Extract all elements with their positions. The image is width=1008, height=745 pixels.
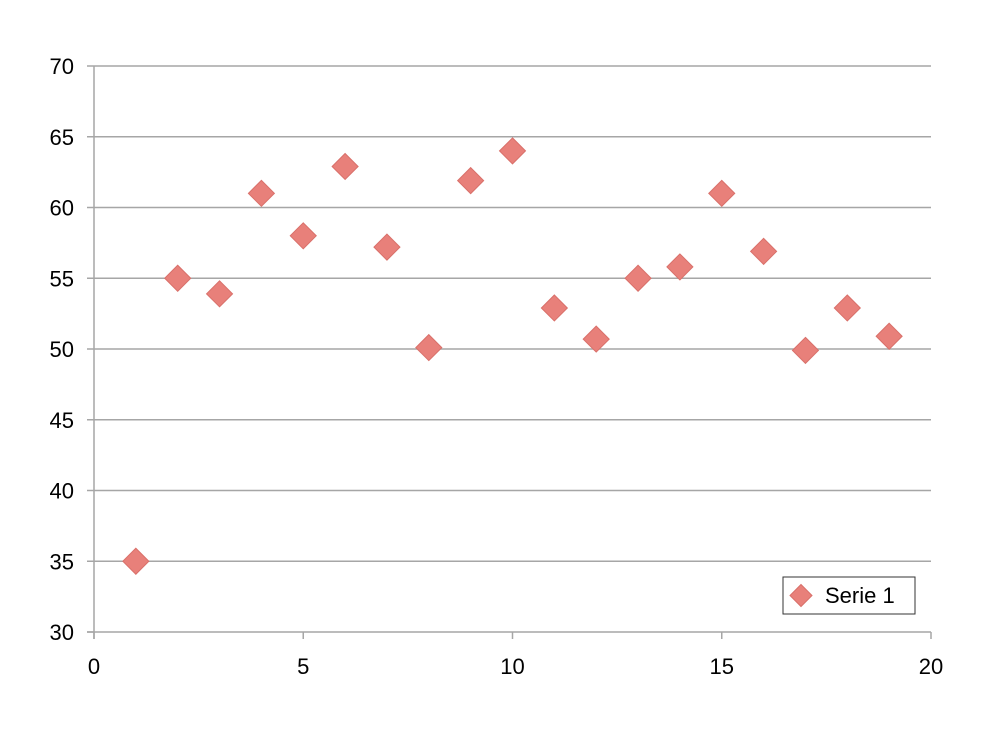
y-tick-label: 65 bbox=[50, 125, 74, 150]
data-point bbox=[456, 166, 485, 195]
y-tick-label: 60 bbox=[50, 196, 74, 221]
data-point bbox=[540, 294, 569, 322]
y-tick-label: 35 bbox=[50, 549, 74, 574]
y-tick-label: 70 bbox=[50, 54, 74, 79]
data-point bbox=[708, 179, 736, 208]
y-tick-label: 40 bbox=[50, 479, 74, 504]
data-point bbox=[247, 179, 276, 208]
data-point bbox=[205, 280, 234, 308]
y-tick-label: 30 bbox=[50, 620, 74, 645]
data-point bbox=[833, 294, 862, 322]
data-point bbox=[875, 322, 903, 350]
legend-label: Serie 1 bbox=[825, 583, 895, 608]
data-point bbox=[373, 233, 401, 261]
axis-layer: 30 35 40 45 50 55 60 65 70 0 5 10 15 20 bbox=[50, 54, 944, 679]
data-point bbox=[289, 222, 317, 250]
x-tick-label: 0 bbox=[88, 654, 100, 679]
points-layer bbox=[122, 137, 903, 575]
data-point bbox=[415, 333, 443, 362]
y-tick-label: 55 bbox=[50, 266, 74, 291]
data-point bbox=[498, 137, 527, 165]
data-point bbox=[122, 547, 150, 575]
data-point bbox=[791, 336, 820, 365]
grid-layer bbox=[94, 65, 931, 562]
x-tick-label: 5 bbox=[297, 654, 309, 679]
data-point bbox=[749, 237, 778, 266]
x-tick-label: 10 bbox=[500, 654, 524, 679]
x-tick-label: 20 bbox=[919, 654, 943, 679]
data-point bbox=[163, 264, 192, 292]
legend-marker-icon bbox=[789, 583, 813, 608]
x-tick-label: 15 bbox=[710, 654, 734, 679]
data-point bbox=[331, 152, 359, 181]
data-point bbox=[582, 325, 610, 353]
data-point bbox=[666, 253, 694, 281]
legend: Serie 1 bbox=[782, 576, 916, 615]
y-tick-label: 45 bbox=[50, 408, 74, 433]
y-tick-label: 50 bbox=[50, 337, 74, 362]
data-point bbox=[624, 264, 652, 292]
